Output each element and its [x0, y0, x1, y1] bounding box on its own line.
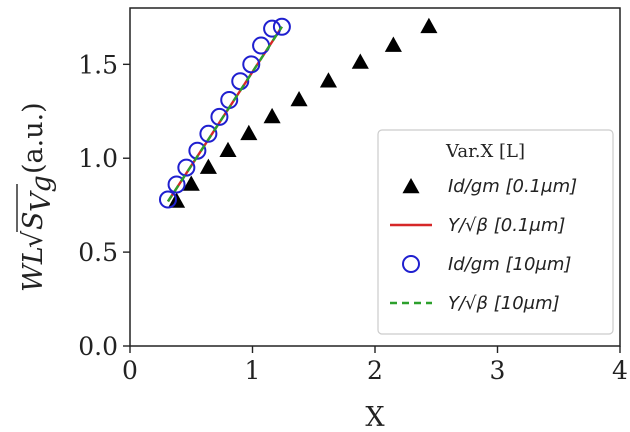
data-point [240, 124, 258, 141]
legend-label: Y/√β [0.1μm] [448, 215, 565, 236]
data-point [188, 141, 207, 160]
data-point [263, 107, 281, 124]
x-tick-label: 4 [612, 356, 628, 385]
data-point [290, 91, 308, 107]
x-axis-title: X [365, 402, 385, 432]
y-axis: 0.0 0.5 1.0 1.5 [78, 50, 130, 361]
data-point [242, 55, 261, 74]
legend-entry: Y/√β [10μm] [390, 293, 560, 314]
data-point [384, 36, 402, 52]
data-point [219, 141, 237, 158]
data-point [420, 17, 438, 34]
data-point [319, 72, 337, 88]
x-tick-label: 3 [490, 356, 506, 385]
y-tick-label: 0.5 [78, 238, 118, 267]
x-tick-label: 2 [367, 356, 383, 385]
series-0 [168, 17, 438, 208]
legend-box [377, 129, 614, 335]
data-point [182, 175, 200, 191]
data-point [351, 53, 369, 69]
legend-entry: Id/gm [10μm] [402, 254, 571, 275]
data-point [177, 158, 196, 177]
legend-entries: Id/gm [0.1μm] Y/√β [0.1μm] Id/gm [10μm] Y/√… [390, 176, 577, 314]
y-axis-title-s: S [18, 212, 49, 231]
series-2 [158, 17, 291, 209]
data-point [272, 17, 291, 36]
x-tick-label: 0 [122, 356, 138, 385]
data-point [210, 107, 229, 126]
series-line [166, 26, 283, 203]
legend: Var.X [L] Id/gm [0.1μm]Y/√β [0.1μm]Id/gm… [377, 129, 614, 335]
legend-marker [402, 178, 420, 194]
data-point [252, 36, 271, 55]
data-point [199, 124, 218, 143]
legend-marker [402, 255, 420, 273]
y-axis-title-sqrt-symbol: √ [18, 230, 49, 248]
legend-title: Var.X [L] [445, 141, 525, 162]
legend-label: Y/√β [10μm] [448, 293, 560, 314]
data-point [158, 190, 177, 209]
legend-entry: Id/gm [0.1μm] [402, 176, 577, 197]
legend-label: Id/gm [0.1μm] [448, 176, 577, 197]
y-axis-title-unit: (a.u.) [18, 102, 49, 174]
y-tick-label: 1.0 [78, 144, 118, 173]
y-tick-label: 0.0 [78, 332, 118, 361]
series-3 [166, 26, 283, 203]
x-axis: 0 1 2 3 4 [122, 346, 628, 385]
x-tick-label: 1 [245, 356, 261, 385]
legend-label: Id/gm [10μm] [448, 254, 571, 275]
y-axis-title: WL √ S Vg (a.u.) [16, 102, 57, 292]
y-axis-title-prefix: WL [18, 246, 49, 292]
series-layer [158, 17, 438, 209]
y-tick-label: 1.5 [78, 50, 118, 79]
data-point [167, 175, 186, 194]
legend-entry: Y/√β [0.1μm] [390, 215, 565, 236]
y-axis-title-subscript: Vg [26, 175, 57, 212]
data-point [199, 158, 217, 174]
